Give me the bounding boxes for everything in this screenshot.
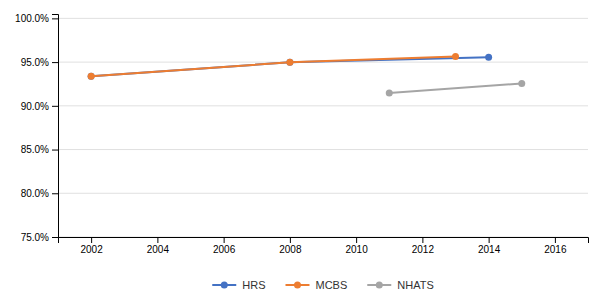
y-axis-line [52,15,59,238]
legend-marker [221,282,228,289]
legend-label: MCBS [315,279,347,291]
grid-line [58,149,588,150]
x-axis-tick-mark [224,237,225,243]
y-axis-tick-label: 85.0% [21,144,49,155]
point [386,89,393,96]
legend-marker [376,282,383,289]
series [386,80,526,96]
x-axis-tick-mark [91,237,92,243]
page: {"chart_data": { "type": "line", "series… [0,0,606,299]
x-axis-tick: 2004 [147,237,170,255]
plot: 2002 2004 2006 2008 2010 2012 2014 2016 75.0% 80.… [15,13,588,255]
x-axis-tick-label: 2002 [81,244,104,255]
x-axis-tick-mark [422,237,423,243]
grid-line [58,105,588,106]
point [286,59,293,66]
grid-line [58,193,588,194]
x-axis: 2002 2004 2006 2008 2010 2012 2014 2016 [59,237,589,255]
y-axis-tick: 95.0% [21,57,58,68]
x-axis-tick-label: 2006 [213,244,236,255]
y-axis-tick-label: 100.0% [15,13,49,24]
y-axis-tick-mark [52,237,58,238]
legend-item: HRS [212,279,265,291]
y-axis-tick-label: 80.0% [21,188,49,199]
x-axis-tick-label: 2012 [412,244,435,255]
x-axis-tick: 2006 [213,237,236,255]
x-axis-tick-label: 2008 [279,244,302,255]
y-axis-tick: 100.0% [15,13,58,24]
point [286,59,293,66]
y-axis: 75.0% 80.0% 85.0% 90.0% 95.0% 100.0% [15,13,58,243]
y-axis-tick: 90.0% [21,101,58,112]
legend-item: NHATS [367,279,433,291]
series [88,54,493,80]
y-axis-tick-label: 75.0% [21,232,49,243]
marks [88,53,526,96]
x-axis-tick-mark [555,237,556,243]
x-axis-tick: 2014 [478,237,501,255]
point [518,80,525,87]
x-axis-tick-label: 2010 [346,244,369,255]
y-axis-tick-label: 90.0% [21,101,49,112]
x-axis-tick-label: 2014 [478,244,501,255]
x-axis-line [59,238,589,244]
grid-line [58,18,588,19]
y-axis-tick: 80.0% [21,188,58,199]
y-axis-tick-label: 95.0% [21,57,49,68]
grid [58,18,588,237]
y-axis-tick-mark [52,150,58,151]
x-axis-tick: 2010 [346,237,369,255]
x-axis-tick-mark [157,237,158,243]
y-axis-tick-mark [52,18,58,19]
chart: 2002 2004 2006 2008 2010 2012 2014 2016 75.0% 80.… [0,0,606,299]
y-axis-tick-mark [52,193,58,194]
point [88,73,95,80]
legend-label: NHATS [397,279,433,291]
x-axis-tick-label: 2016 [544,244,567,255]
series-line [91,56,455,76]
point [88,73,95,80]
x-axis-tick-mark [356,237,357,243]
legend-item: MCBS [285,279,347,291]
y-axis-tick: 75.0% [21,232,58,243]
y-axis-tick: 85.0% [21,144,58,155]
x-axis-tick-mark [290,237,291,243]
point [452,53,459,60]
point [485,54,492,61]
legend: HRS MCBS NHATS [212,279,433,291]
x-axis-tick: 2012 [412,237,435,255]
series-line [389,84,522,93]
legend-label: HRS [242,279,265,291]
y-axis-tick-mark [52,62,58,63]
legend-marker [294,282,301,289]
x-axis-tick-mark [489,237,490,243]
x-axis-tick: 2008 [279,237,302,255]
y-axis-tick-mark [52,106,58,107]
x-axis-tick: 2016 [544,237,567,255]
x-axis-tick-label: 2004 [147,244,170,255]
series [88,53,459,80]
series-line [91,57,489,76]
x-axis-tick: 2002 [81,237,104,255]
